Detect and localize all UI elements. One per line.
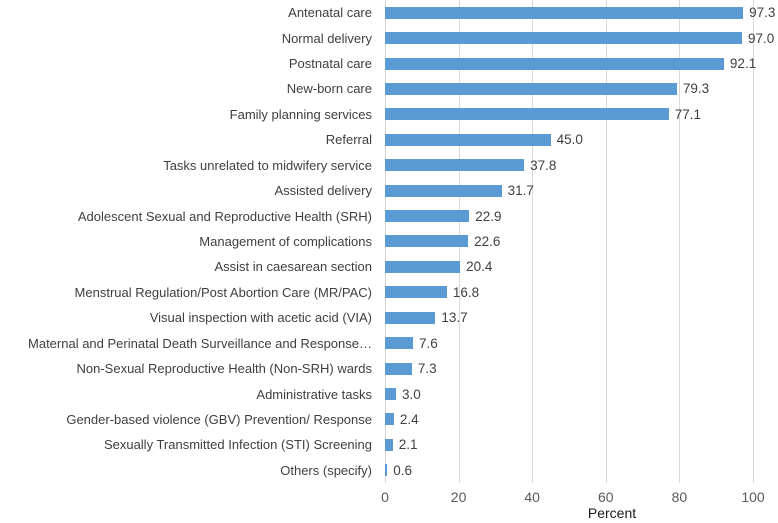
category-label: Tasks unrelated to midwifery service xyxy=(163,157,372,173)
x-tick-label: 60 xyxy=(598,489,614,505)
value-label: 0.6 xyxy=(393,462,412,478)
category-label: Adolescent Sexual and Reproductive Healt… xyxy=(77,208,372,224)
value-label: 37.8 xyxy=(530,157,557,173)
value-label: 2.4 xyxy=(399,411,419,427)
bar xyxy=(385,184,502,197)
value-label: 16.8 xyxy=(452,284,480,300)
value-label: 92.1 xyxy=(729,56,757,72)
chart-row: Antenatal care 97.3 xyxy=(0,0,778,25)
chart-row: Referral 45.0 xyxy=(0,127,778,152)
chart-row: Assisted delivery 31.7 xyxy=(0,178,778,203)
bar xyxy=(385,337,413,350)
bar xyxy=(385,108,669,121)
chart-row: Family planning services 77.1 xyxy=(0,102,778,127)
category-label: Postnatal care xyxy=(288,56,372,72)
value-label: 3.0 xyxy=(402,386,421,402)
chart-row: Adolescent Sexual and Reproductive Healt… xyxy=(0,203,778,228)
x-tick-label: 40 xyxy=(524,489,540,505)
chart-row: Others (specify) 0.6 xyxy=(0,458,778,483)
bar xyxy=(385,235,469,248)
category-label: Menstrual Regulation/Post Abortion Care … xyxy=(74,284,372,300)
bar xyxy=(385,413,394,426)
bar xyxy=(385,438,393,451)
bar xyxy=(385,57,724,70)
bar xyxy=(385,210,470,223)
category-label: Family planning services xyxy=(229,106,372,122)
chart-row: Tasks unrelated to midwifery service 37.8 xyxy=(0,153,778,178)
bar xyxy=(385,82,677,95)
value-label: 22.6 xyxy=(474,233,501,249)
chart-row: Sexually Transmitted Infection (STI) Scr… xyxy=(0,432,778,457)
bar xyxy=(385,159,525,172)
category-label: Administrative tasks xyxy=(256,386,372,402)
value-label: 2.1 xyxy=(398,437,418,453)
value-label: 31.7 xyxy=(507,183,534,199)
chart-row: Gender-based violence (GBV) Prevention/ … xyxy=(0,407,778,432)
value-label: 13.7 xyxy=(441,310,468,326)
category-label: Maternal and Perinatal Death Surveillanc… xyxy=(28,335,372,351)
value-label: 97.0 xyxy=(747,30,775,46)
chart-row: Maternal and Perinatal Death Surveillanc… xyxy=(0,330,778,355)
category-label: Referral xyxy=(325,132,372,148)
category-label: Others (specify) xyxy=(280,462,372,478)
bar xyxy=(385,362,412,375)
chart-row: Management of complications 22.6 xyxy=(0,229,778,254)
value-label: 97.3 xyxy=(749,5,776,21)
bar xyxy=(385,464,388,477)
chart-row: Normal delivery 97.0 xyxy=(0,25,778,50)
bar xyxy=(385,260,461,273)
chart-row: Postnatal care 92.1 xyxy=(0,51,778,76)
chart-row: Menstrual Regulation/Post Abortion Care … xyxy=(0,280,778,305)
bar xyxy=(385,388,397,401)
gridline xyxy=(679,0,681,483)
x-tick-label: 80 xyxy=(671,489,688,505)
category-label: Assisted delivery xyxy=(274,183,372,199)
category-label: Non-Sexual Reproductive Health (Non-SRH)… xyxy=(76,361,372,377)
x-tick-label: 100 xyxy=(741,489,765,505)
value-label: 79.3 xyxy=(682,81,710,97)
value-label: 77.1 xyxy=(674,106,701,122)
value-label: 22.9 xyxy=(475,208,502,224)
bar xyxy=(385,133,551,146)
category-label: Gender-based violence (GBV) Prevention/ … xyxy=(66,411,372,427)
bar xyxy=(385,286,447,299)
category-label: Normal delivery xyxy=(281,30,372,46)
value-label: 45.0 xyxy=(556,132,583,148)
value-label: 7.6 xyxy=(418,335,438,351)
gridline xyxy=(605,0,607,483)
category-label: Sexually Transmitted Infection (STI) Scr… xyxy=(103,437,372,453)
bar xyxy=(385,311,436,324)
chart-row: New-born care 79.3 xyxy=(0,76,778,101)
value-label: 7.3 xyxy=(417,361,437,377)
chart-row: Administrative tasks 3.0 xyxy=(0,381,778,406)
chart-row: Non-Sexual Reproductive Health (Non-SRH)… xyxy=(0,356,778,381)
gridline xyxy=(532,0,534,483)
gridline xyxy=(753,0,754,483)
value-label: 20.4 xyxy=(466,259,493,275)
bar xyxy=(385,32,742,45)
category-label: Antenatal care xyxy=(288,5,372,21)
bar xyxy=(385,6,744,19)
x-axis-title: Percent xyxy=(587,505,637,521)
chart-row: Assist in caesarean section 20.4 xyxy=(0,254,778,279)
category-label: Management of complications xyxy=(199,233,372,249)
category-label: Assist in caesarean section xyxy=(214,259,372,275)
category-label: New-born care xyxy=(286,81,372,97)
x-tick-label: 0 xyxy=(381,489,389,505)
chart-row: Visual inspection with acetic acid (VIA)… xyxy=(0,305,778,330)
x-tick-label: 20 xyxy=(450,489,467,505)
category-label: Visual inspection with acetic acid (VIA) xyxy=(149,310,372,326)
